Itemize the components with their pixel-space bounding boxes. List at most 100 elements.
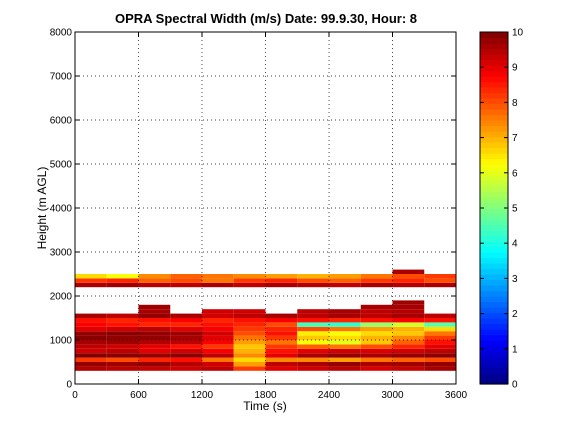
heatmap-cell	[75, 331, 107, 336]
colorbar-swatch	[480, 114, 508, 121]
heatmap-cell	[170, 366, 202, 371]
y-tick-label: 0	[66, 380, 72, 391]
colorbar-swatch	[480, 301, 508, 308]
heatmap-cell	[138, 335, 171, 340]
colorbar-swatch	[480, 290, 508, 297]
heatmap-cell	[138, 309, 171, 314]
heatmap-cell	[202, 353, 234, 358]
heatmap-cell	[233, 318, 266, 323]
heatmap-cell	[170, 340, 202, 345]
heatmap-cell	[392, 304, 425, 310]
heatmap-cell	[297, 335, 329, 340]
colorbar-swatch	[480, 43, 508, 50]
heatmap-cell	[360, 335, 393, 340]
heatmap-cell	[392, 309, 425, 314]
heatmap-cell	[424, 322, 456, 327]
colorbar-swatch	[480, 158, 508, 165]
heatmap-cell	[297, 318, 329, 323]
colorbar-swatch	[480, 257, 508, 264]
colorbar-frame	[479, 31, 509, 385]
heatmap-cell	[202, 366, 234, 371]
heatmap-cell	[265, 322, 298, 327]
heatmap-cell	[170, 318, 202, 323]
heatmap-cell	[424, 326, 456, 332]
heatmap-cell	[202, 309, 234, 314]
heatmap-cell	[170, 326, 202, 332]
colorbar-tick-label: 5	[512, 204, 518, 215]
heatmap-cell	[75, 274, 107, 279]
colorbar-swatch	[480, 241, 508, 248]
colorbar-swatch	[480, 340, 508, 347]
heatmap-cell	[75, 318, 107, 323]
heatmap-cell	[202, 335, 234, 340]
heatmap-cell	[106, 340, 139, 345]
heatmap-cell	[106, 326, 139, 332]
colorbar-swatch	[480, 48, 508, 55]
colorbar: 0 1 2 3 4 5 6 7 8 9 10	[479, 28, 524, 391]
heatmap-cell	[75, 357, 107, 362]
heatmap-cell	[75, 362, 107, 367]
heatmap-cell	[424, 348, 456, 354]
heatmap-cell	[138, 357, 171, 362]
heatmap-cell	[297, 282, 329, 288]
colorbar-swatch	[480, 345, 508, 352]
heatmap-cell	[329, 326, 361, 332]
heatmap-cell	[265, 335, 298, 340]
heatmap-cell	[75, 282, 107, 288]
heatmap-cell	[170, 357, 202, 362]
colorbar-swatch	[480, 263, 508, 270]
y-tick-label: 4000	[50, 204, 73, 215]
y-tick-label: 2000	[50, 292, 73, 303]
colorbar-swatch	[480, 224, 508, 231]
colorbar-tick-label: 3	[512, 274, 518, 285]
heatmap-cell	[360, 362, 393, 367]
colorbar-swatch	[480, 312, 508, 319]
colorbar-swatch	[480, 87, 508, 94]
heatmap-cell	[233, 348, 266, 354]
heatmap-cell	[202, 282, 234, 288]
heatmap-cell	[360, 353, 393, 358]
heatmap-cell	[360, 344, 393, 349]
colorbar-swatch	[480, 153, 508, 160]
colorbar-swatch	[480, 235, 508, 242]
heatmap-cell	[392, 340, 425, 345]
heatmap-cell	[233, 353, 266, 358]
colorbar-swatch	[480, 329, 508, 336]
y-tick-label: 3000	[50, 248, 73, 259]
heatmap-cell	[360, 322, 393, 327]
heatmap-cell	[297, 362, 329, 367]
heatmap-cell	[233, 357, 266, 362]
colorbar-swatch	[480, 175, 508, 182]
colorbar-swatch	[480, 147, 508, 154]
heatmap-cell	[233, 322, 266, 327]
heatmap-cell	[106, 348, 139, 354]
heatmap-cell	[392, 313, 425, 318]
colorbar-swatch	[480, 76, 508, 83]
colorbar-swatch	[480, 98, 508, 105]
heatmap-cell	[138, 331, 171, 336]
colorbar-swatch	[480, 285, 508, 292]
heatmap-cell	[138, 304, 171, 310]
heatmap-cell	[424, 274, 456, 279]
heatmap-cell	[392, 366, 425, 371]
colorbar-swatch	[480, 32, 508, 39]
colorbar-swatch	[480, 202, 508, 209]
colorbar-swatch	[480, 142, 508, 149]
heatmap-cell	[424, 318, 456, 323]
heatmap-cell	[75, 340, 107, 345]
colorbar-swatch	[480, 378, 508, 385]
y-tick-label: 6000	[50, 116, 73, 127]
colorbar-swatch	[480, 169, 508, 176]
heatmap-cell	[75, 348, 107, 354]
heatmap-cell	[392, 348, 425, 354]
heatmap-cell	[202, 340, 234, 345]
heatmap-cell	[75, 278, 107, 283]
heatmap-cell	[360, 274, 393, 279]
heatmap-cell	[170, 278, 202, 283]
heatmap-cell	[360, 366, 393, 371]
colorbar-tick-label: 9	[512, 63, 518, 74]
heatmap-cell	[392, 274, 425, 279]
heatmap-cell	[360, 313, 393, 318]
heatmap-cell	[392, 357, 425, 362]
colorbar-swatch	[480, 334, 508, 341]
